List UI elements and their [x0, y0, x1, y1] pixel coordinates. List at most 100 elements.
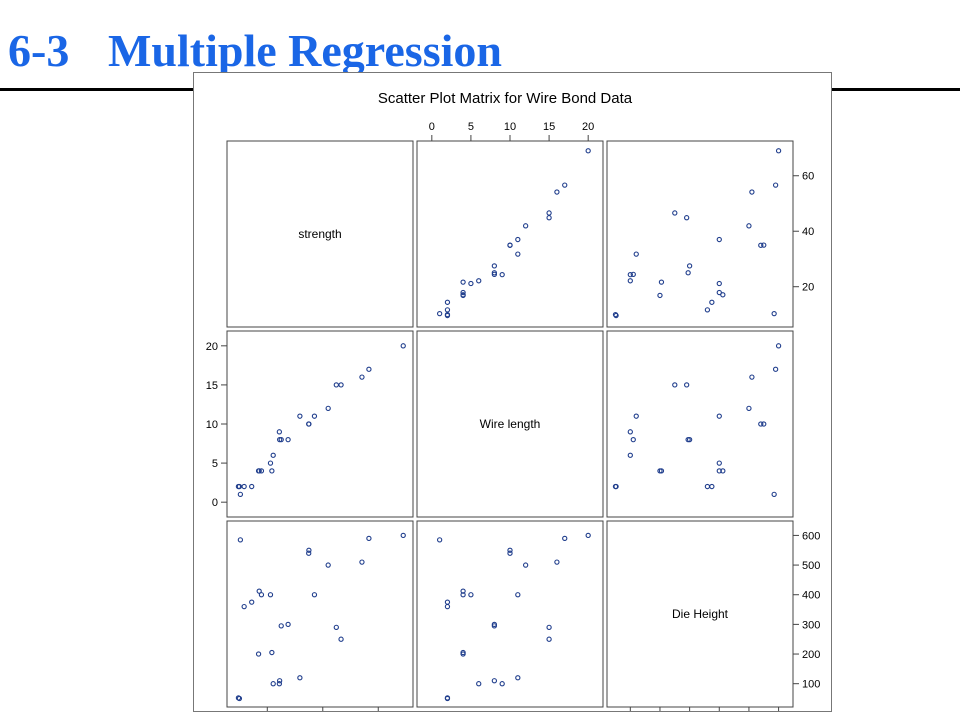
data-point [627, 452, 633, 458]
data-point [704, 483, 711, 490]
data-point [306, 550, 312, 556]
data-point [627, 271, 633, 278]
data-point [761, 242, 767, 248]
data-point [444, 307, 451, 313]
data-point [476, 278, 482, 284]
data-point [672, 210, 678, 216]
data-point [630, 271, 636, 278]
data-point [436, 310, 443, 317]
data-point [633, 413, 639, 419]
data-point [311, 592, 318, 598]
data-point [658, 279, 665, 285]
panel-die-height-vs-strength [226, 520, 414, 708]
data-point [249, 599, 255, 605]
y-tick-label: 10 [206, 419, 218, 431]
data-point [460, 588, 466, 594]
slide-title-number: 6-3 [8, 25, 70, 76]
data-point [255, 651, 262, 657]
data-point [285, 621, 291, 628]
data-point [325, 405, 331, 412]
data-point [657, 292, 663, 299]
y-tick-label: 20 [206, 341, 218, 353]
data-point [285, 436, 291, 443]
panel-frame [606, 140, 794, 328]
data-point [297, 413, 303, 419]
x-tick-label: 0 [429, 121, 435, 133]
data-point [460, 279, 466, 285]
data-point [775, 148, 782, 154]
panel-frame [416, 330, 604, 518]
data-point [709, 299, 715, 305]
y-tick-label: 0 [212, 497, 218, 509]
y-tick-label: 40 [802, 226, 814, 238]
data-point [709, 483, 715, 490]
data-point [515, 592, 521, 598]
y-tick-label: 300 [802, 619, 820, 631]
y-tick-label: 500 [802, 560, 820, 572]
y-tick-label: 60 [802, 171, 814, 183]
data-point [476, 681, 482, 687]
data-point [256, 588, 262, 594]
data-point [333, 624, 339, 630]
data-point [562, 182, 568, 188]
data-point [269, 468, 275, 474]
data-point [366, 366, 372, 372]
data-point [515, 236, 521, 243]
data-point [746, 223, 752, 229]
data-point [613, 312, 619, 319]
data-point [758, 421, 764, 427]
chart-title: Scatter Plot Matrix for Wire Bond Data [378, 90, 633, 107]
panel-wire-length-vs-die-height [606, 330, 794, 518]
data-point [499, 681, 505, 687]
diagonal-label-die-height: Die Height [672, 607, 729, 621]
data-point [235, 483, 242, 490]
data-point [716, 413, 722, 419]
data-point [630, 436, 636, 443]
data-point [758, 242, 764, 248]
data-point [267, 460, 274, 466]
slide-title: 6-3 Multiple Regression [8, 24, 502, 77]
data-point [749, 189, 755, 195]
data-point [338, 636, 344, 642]
x-tick-label: 10 [504, 121, 516, 133]
data-point [627, 278, 633, 284]
panel-frame [606, 330, 794, 518]
data-point [507, 547, 513, 553]
diagonal-label-strength: strength [298, 227, 341, 241]
y-tick-label: 400 [802, 590, 820, 602]
data-point [720, 292, 726, 298]
panel-frame [606, 520, 794, 708]
panel-strength-vs-strength: strength [226, 140, 414, 328]
data-point [460, 592, 466, 598]
y-tick-label: 15 [206, 380, 218, 392]
data-point [716, 289, 722, 296]
data-point [468, 280, 474, 287]
data-point [716, 236, 722, 243]
data-point [507, 550, 513, 556]
data-point [333, 382, 339, 388]
data-point [338, 382, 344, 388]
data-point [585, 532, 591, 539]
data-point [269, 649, 275, 656]
data-point [306, 421, 312, 427]
data-point [444, 312, 451, 319]
panel-frame [416, 520, 604, 708]
panel-die-height-vs-die-height: Die Height [606, 520, 794, 708]
data-point [771, 310, 777, 317]
panel-frame [226, 520, 414, 708]
data-point [491, 263, 498, 269]
data-point [359, 374, 365, 380]
data-point [704, 307, 711, 313]
x-tick-label: 15 [543, 121, 555, 133]
data-point [686, 263, 693, 269]
data-point [554, 559, 560, 565]
data-point [235, 695, 242, 701]
data-point [241, 483, 247, 490]
panel-wire-length-vs-strength [226, 330, 414, 518]
data-point [460, 292, 466, 298]
data-point [276, 678, 283, 684]
x-tick-label: 20 [582, 121, 594, 133]
data-point [311, 413, 318, 419]
data-point [746, 405, 752, 412]
data-point [297, 675, 303, 681]
